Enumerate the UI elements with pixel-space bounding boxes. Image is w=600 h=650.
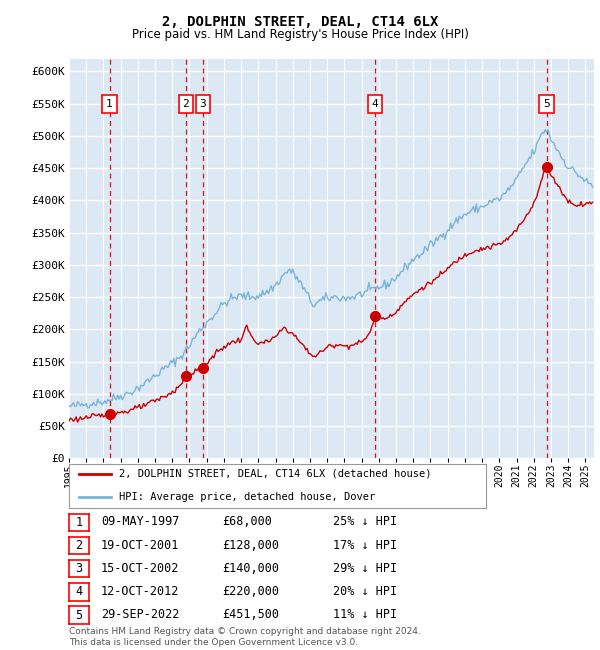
Text: Contains HM Land Registry data © Crown copyright and database right 2024.
This d: Contains HM Land Registry data © Crown c…	[69, 627, 421, 647]
Text: 09-MAY-1997: 09-MAY-1997	[101, 515, 179, 528]
Text: 29% ↓ HPI: 29% ↓ HPI	[333, 562, 397, 575]
Text: 5: 5	[543, 99, 550, 109]
Text: 17% ↓ HPI: 17% ↓ HPI	[333, 539, 397, 552]
Text: 2: 2	[182, 99, 190, 109]
Text: 15-OCT-2002: 15-OCT-2002	[101, 562, 179, 575]
Text: £220,000: £220,000	[222, 585, 279, 598]
Text: Price paid vs. HM Land Registry's House Price Index (HPI): Price paid vs. HM Land Registry's House …	[131, 28, 469, 41]
Text: 4: 4	[76, 585, 82, 598]
Text: £451,500: £451,500	[222, 608, 279, 621]
Text: 25% ↓ HPI: 25% ↓ HPI	[333, 515, 397, 528]
Text: 1: 1	[76, 516, 82, 529]
Text: £140,000: £140,000	[222, 562, 279, 575]
Text: 1: 1	[106, 99, 113, 109]
Text: 5: 5	[76, 608, 82, 621]
Text: 2, DOLPHIN STREET, DEAL, CT14 6LX (detached house): 2, DOLPHIN STREET, DEAL, CT14 6LX (detac…	[119, 469, 431, 479]
Text: 3: 3	[200, 99, 206, 109]
Text: 4: 4	[371, 99, 379, 109]
Text: 29-SEP-2022: 29-SEP-2022	[101, 608, 179, 621]
Text: 2, DOLPHIN STREET, DEAL, CT14 6LX: 2, DOLPHIN STREET, DEAL, CT14 6LX	[162, 15, 438, 29]
Text: HPI: Average price, detached house, Dover: HPI: Average price, detached house, Dove…	[119, 492, 375, 502]
Text: £128,000: £128,000	[222, 539, 279, 552]
Text: 19-OCT-2001: 19-OCT-2001	[101, 539, 179, 552]
Text: 11% ↓ HPI: 11% ↓ HPI	[333, 608, 397, 621]
Text: 2: 2	[76, 540, 82, 552]
Text: 12-OCT-2012: 12-OCT-2012	[101, 585, 179, 598]
Text: £68,000: £68,000	[222, 515, 272, 528]
Text: 20% ↓ HPI: 20% ↓ HPI	[333, 585, 397, 598]
Text: 3: 3	[76, 562, 82, 575]
